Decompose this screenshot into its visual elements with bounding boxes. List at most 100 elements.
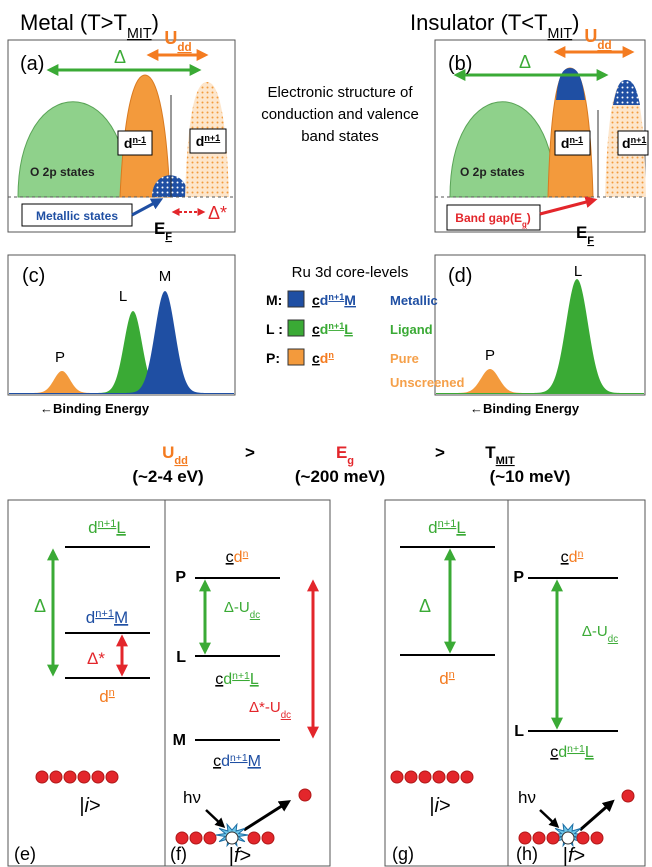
legend-key: L : (266, 321, 283, 337)
legend-term: cdn+1L (312, 321, 353, 337)
scale-relation: > (435, 443, 445, 462)
u-dd-part: dd (597, 39, 611, 52)
level-label-part: n+1 (567, 744, 585, 755)
arrow (540, 810, 557, 826)
legend-term-part: d (320, 292, 329, 308)
level-label-part: n (243, 549, 249, 560)
level-letter: M (173, 732, 186, 749)
heading-part: MIT (127, 26, 152, 42)
legend-name: Pure (390, 351, 419, 366)
legend-key: M: (266, 292, 282, 308)
panel-label: (c) (22, 265, 45, 287)
peak (9, 311, 234, 394)
gap-label-part: Δ-U (582, 623, 608, 640)
electron (405, 771, 417, 783)
legend-key: P: (266, 350, 280, 366)
electron (433, 771, 445, 783)
electron (391, 771, 403, 783)
delta: Δ (114, 47, 126, 67)
level-label-part: d (569, 549, 578, 566)
arrow (244, 802, 288, 830)
level-label: dn+1L (88, 518, 126, 537)
level-label: cdn+1L (215, 671, 259, 689)
axis-label: ←Binding Energy (470, 401, 580, 416)
arrow (580, 802, 612, 830)
scale-symbol: TMIT (485, 443, 515, 467)
state-part: > (574, 845, 586, 867)
electron (419, 771, 431, 783)
electron (78, 771, 90, 783)
legend-term-part: n+1 (328, 292, 344, 302)
electron (92, 771, 104, 783)
legend-name: Unscreened (390, 375, 464, 390)
scale-symbol: Eg (336, 443, 354, 467)
band-label-part: n+1 (631, 135, 647, 145)
level-label-part: d (221, 753, 230, 770)
legend-term: cdn (312, 350, 334, 366)
o2p-band (450, 102, 555, 197)
fermi-label-part: F (165, 231, 172, 243)
legend-term-part: n+1 (328, 321, 344, 331)
heading-part: Insulator (T<T (410, 10, 548, 35)
figure: Metal (T>TMIT)Insulator (T<TMIT)(a)UddΔd… (0, 0, 652, 867)
band-label-part: n-1 (132, 135, 146, 145)
photon: hν (518, 788, 536, 807)
u-dd: Udd (164, 28, 191, 54)
electron (190, 832, 202, 844)
heading-part: ) (152, 10, 159, 35)
scale-symbol-part: g (347, 455, 354, 467)
level-label-part: d (99, 687, 108, 706)
scale-value: (~200 meV) (295, 467, 385, 486)
electron (533, 832, 545, 844)
level-label: dn (99, 687, 115, 706)
state-part: > (240, 845, 252, 867)
level-label: cdn+1L (550, 744, 594, 762)
band-label-part: n+1 (204, 133, 220, 143)
scale-symbol-part: MIT (496, 455, 515, 467)
state: |f> (563, 845, 585, 867)
legend-swatch (288, 291, 304, 307)
level-label-part: c (550, 744, 558, 761)
level-label: dn+1L (428, 518, 466, 537)
scale-symbol: Udd (162, 443, 188, 467)
legend-term-part: d (320, 321, 329, 337)
u-dd-part: U (164, 28, 177, 48)
panel-label: (d) (448, 265, 472, 287)
level-label-part: n (578, 549, 584, 560)
level-label-part: d (234, 549, 243, 566)
level-label-part: d (428, 518, 437, 537)
peak (436, 279, 644, 394)
level-label-part: n+1 (232, 671, 250, 682)
electron (262, 832, 274, 844)
panel-label: (g) (392, 844, 414, 864)
legend-term: cdn+1M (312, 292, 356, 308)
gap-label-part: Δ*-U (249, 699, 281, 716)
peak-label: L (119, 288, 127, 305)
heading-part: MIT (548, 26, 573, 42)
delta-star: Δ* (87, 649, 105, 668)
heading: Insulator (T<TMIT) (410, 10, 580, 42)
heading-part: ) (572, 10, 579, 35)
legend-term-part: d (320, 350, 329, 366)
electron (299, 789, 311, 801)
gap-label: Δ*-Udc (249, 699, 291, 721)
box-label-part: ) (527, 211, 531, 225)
level-label-part: c (226, 549, 234, 566)
electron (547, 832, 559, 844)
level-label-part: d (223, 671, 232, 688)
level-letter: P (513, 569, 524, 586)
electron (226, 832, 238, 844)
box-label-part: Band gap(E (455, 211, 522, 225)
u-dd-part: dd (177, 41, 191, 54)
scale-symbol-part: U (162, 443, 174, 462)
upper-band-cap (613, 80, 640, 105)
panel-label: (a) (20, 53, 44, 75)
peak-label: M (159, 268, 172, 285)
fermi-label-part: E (576, 223, 587, 242)
u-dd-part: U (584, 26, 597, 46)
delta: Δ (419, 596, 431, 616)
legend-swatch (288, 349, 304, 365)
legend-term-part: c (312, 350, 320, 366)
state-part: > (89, 795, 101, 817)
legend-term-part: c (312, 292, 320, 308)
